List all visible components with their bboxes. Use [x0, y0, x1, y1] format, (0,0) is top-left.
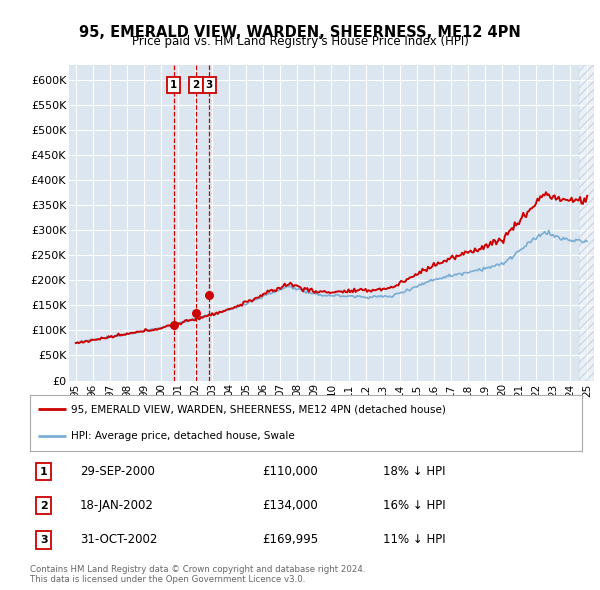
Text: This data is licensed under the Open Government Licence v3.0.: This data is licensed under the Open Gov… — [30, 575, 305, 584]
Text: 18% ↓ HPI: 18% ↓ HPI — [383, 466, 446, 478]
Text: 2: 2 — [193, 80, 200, 90]
Point — [169, 321, 179, 330]
Text: 29-SEP-2000: 29-SEP-2000 — [80, 466, 155, 478]
Text: 95, EMERALD VIEW, WARDEN, SHEERNESS, ME12 4PN: 95, EMERALD VIEW, WARDEN, SHEERNESS, ME1… — [79, 25, 521, 40]
Text: 1: 1 — [170, 80, 178, 90]
Text: Price paid vs. HM Land Registry's House Price Index (HPI): Price paid vs. HM Land Registry's House … — [131, 35, 469, 48]
Point — [191, 309, 201, 318]
Text: Contains HM Land Registry data © Crown copyright and database right 2024.: Contains HM Land Registry data © Crown c… — [30, 565, 365, 574]
Text: HPI: Average price, detached house, Swale: HPI: Average price, detached house, Swal… — [71, 431, 295, 441]
Text: 1: 1 — [40, 467, 47, 477]
Text: 2: 2 — [40, 501, 47, 511]
Bar — [578, 65, 594, 381]
Text: 3: 3 — [40, 535, 47, 545]
Text: 16% ↓ HPI: 16% ↓ HPI — [383, 499, 446, 513]
Text: £134,000: £134,000 — [262, 499, 317, 513]
Text: 18-JAN-2002: 18-JAN-2002 — [80, 499, 154, 513]
Text: 31-OCT-2002: 31-OCT-2002 — [80, 533, 157, 546]
Text: 95, EMERALD VIEW, WARDEN, SHEERNESS, ME12 4PN (detached house): 95, EMERALD VIEW, WARDEN, SHEERNESS, ME1… — [71, 404, 446, 414]
Text: £110,000: £110,000 — [262, 466, 317, 478]
Point — [205, 291, 214, 300]
Text: £169,995: £169,995 — [262, 533, 318, 546]
Text: 3: 3 — [206, 80, 213, 90]
Text: 11% ↓ HPI: 11% ↓ HPI — [383, 533, 446, 546]
